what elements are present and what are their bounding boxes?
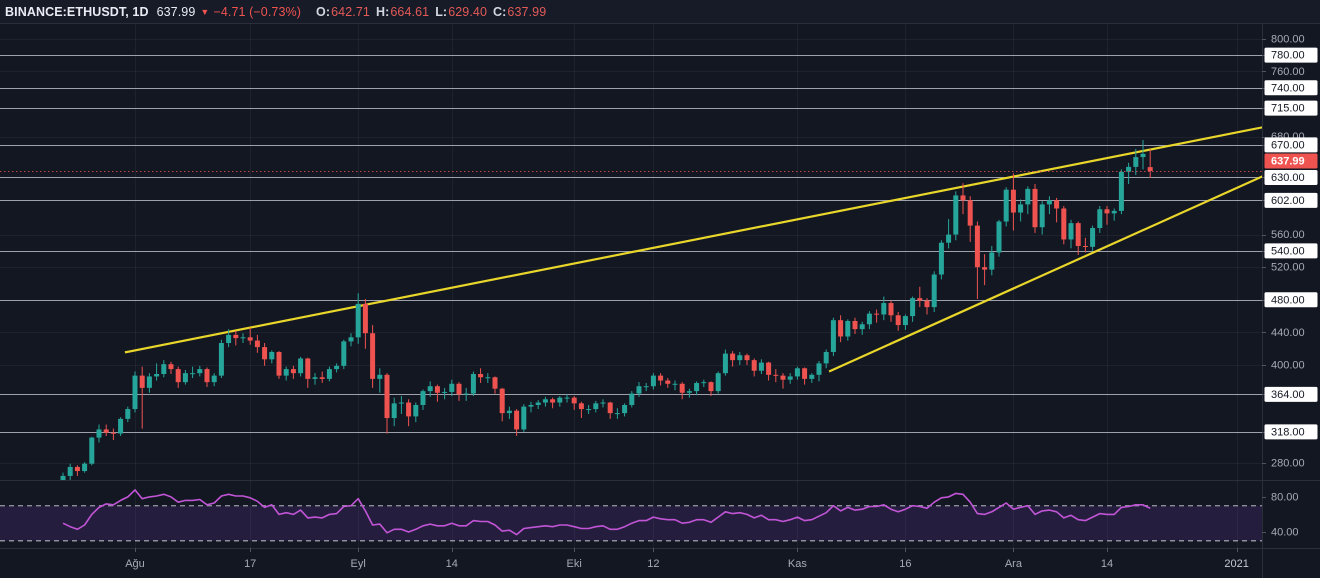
svg-text:480.00: 480.00 xyxy=(1271,294,1305,306)
open-value: 642.71 xyxy=(331,5,370,19)
svg-text:740.00: 740.00 xyxy=(1271,82,1305,94)
svg-text:560.00: 560.00 xyxy=(1271,229,1305,241)
svg-text:16: 16 xyxy=(899,558,911,570)
open-label: O: xyxy=(316,5,331,19)
svg-text:520.00: 520.00 xyxy=(1271,262,1305,274)
svg-text:40.00: 40.00 xyxy=(1271,526,1299,538)
symbol-legend[interactable]: BINANCE:ETHUSDT, 1D 637.99 ▼ −4.71 (−0.7… xyxy=(5,3,546,21)
svg-text:2021: 2021 xyxy=(1224,558,1248,570)
rsi-line xyxy=(62,489,1151,536)
down-triangle-icon: ▼ xyxy=(200,7,210,17)
svg-text:800.00: 800.00 xyxy=(1271,33,1305,45)
time-axis-labels: Ağu 17 Eyl 14 Eki 12 Kas 16 Ara 14 2021 xyxy=(125,558,1249,570)
high-value: 664.61 xyxy=(390,5,430,19)
trendline-lower xyxy=(828,175,1262,373)
svg-text:670.00: 670.00 xyxy=(1271,139,1305,151)
grid-lines xyxy=(0,23,1262,548)
svg-text:Eyl: Eyl xyxy=(351,558,366,570)
svg-text:Kas: Kas xyxy=(788,558,807,570)
svg-text:Ara: Ara xyxy=(1005,558,1023,570)
low-label: L: xyxy=(435,5,448,19)
trendlines[interactable] xyxy=(124,126,1263,373)
trendline-upper xyxy=(124,126,1262,354)
svg-text:630.00: 630.00 xyxy=(1271,172,1305,184)
legend-last-price: 637.99 xyxy=(156,5,196,19)
svg-text:602.00: 602.00 xyxy=(1271,195,1305,207)
legend-change: −4.71 (−0.73%) xyxy=(213,5,302,19)
svg-text:318.00: 318.00 xyxy=(1271,426,1305,438)
low-value: 629.40 xyxy=(448,5,488,19)
svg-text:14: 14 xyxy=(446,558,458,570)
svg-text:780.00: 780.00 xyxy=(1271,50,1305,62)
svg-text:12: 12 xyxy=(647,558,659,570)
svg-text:280.00: 280.00 xyxy=(1271,457,1305,469)
svg-text:400.00: 400.00 xyxy=(1271,360,1305,372)
svg-text:715.00: 715.00 xyxy=(1271,103,1305,115)
close-label: C: xyxy=(493,5,507,19)
price-axis[interactable] xyxy=(1262,23,1320,548)
svg-text:17: 17 xyxy=(244,558,256,570)
svg-text:Eki: Eki xyxy=(567,558,582,570)
pane-borders xyxy=(0,23,1320,578)
high-label: H: xyxy=(375,5,390,19)
svg-text:Ağu: Ağu xyxy=(125,558,145,570)
price-axis-labels: 800.00760.00680.00560.00520.00440.00400.… xyxy=(1271,33,1305,538)
svg-text:80.00: 80.00 xyxy=(1271,491,1299,503)
svg-text:364.00: 364.00 xyxy=(1271,389,1305,401)
candles xyxy=(60,139,1153,481)
last-price-label: 637.99 xyxy=(1264,153,1318,169)
svg-text:760.00: 760.00 xyxy=(1271,66,1305,78)
chart-plot-surface[interactable] xyxy=(0,23,1262,548)
level-price-boxes: 780.00 740.00 715.00 670.00 630.00 602.00 540.… xyxy=(1264,47,1318,440)
symbol-and-interval[interactable]: BINANCE:ETHUSDT, 1D xyxy=(5,5,149,19)
close-value: 637.99 xyxy=(507,5,547,19)
header-strip xyxy=(0,0,1320,23)
time-axis[interactable] xyxy=(0,548,1320,578)
svg-text:540.00: 540.00 xyxy=(1271,245,1305,257)
svg-text:440.00: 440.00 xyxy=(1271,327,1305,339)
svg-text:637.99: 637.99 xyxy=(1271,156,1305,168)
svg-text:14: 14 xyxy=(1101,558,1113,570)
